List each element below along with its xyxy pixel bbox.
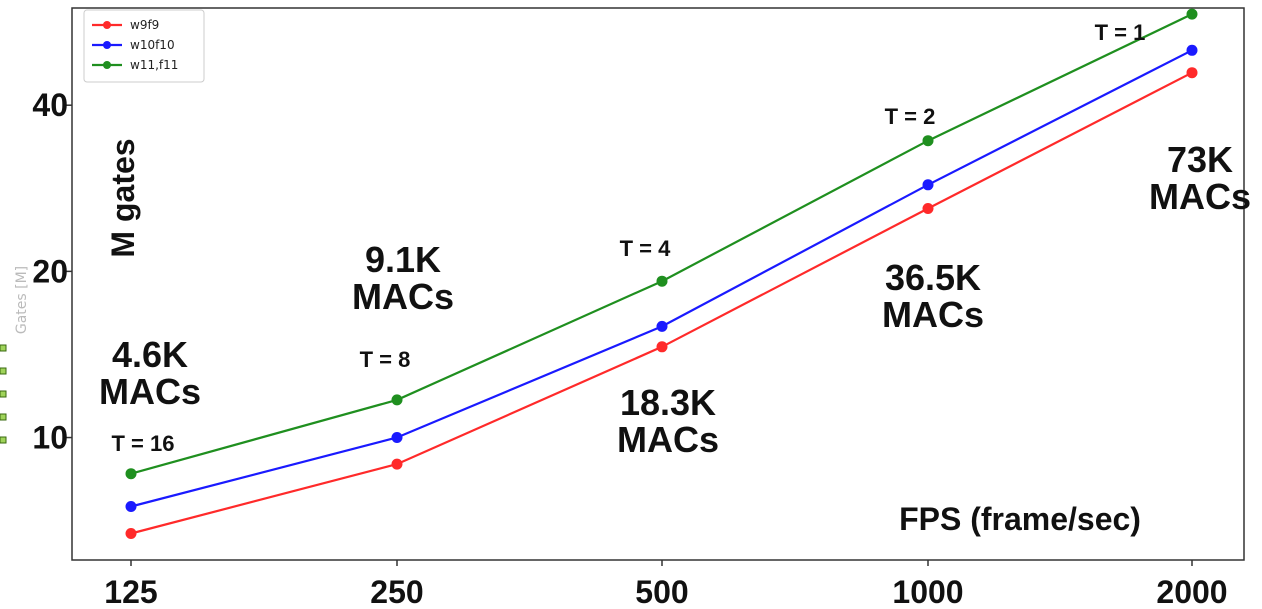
data-point [125,468,137,480]
legend-entry: w11,f11 [92,58,178,72]
data-point [922,203,934,214]
mac-label: 9.1K [365,239,441,280]
legend-label: w10f10 [130,38,175,52]
data-point [922,179,934,191]
y-tick-label: 40 [32,87,68,123]
mac-label: 18.3K [620,382,716,423]
data-point [391,432,403,443]
series-1 [125,44,1198,512]
y-axis-label: M gates [105,138,141,257]
data-point [1186,67,1198,79]
legend-entry: w10f10 [92,38,175,52]
y-tick-label: 20 [32,253,68,289]
mac-label: 73K [1167,139,1233,180]
data-point [391,394,403,406]
data-point [1186,8,1198,20]
data-point [1186,44,1198,56]
legend-label: w9f9 [130,18,159,32]
data-point [656,320,668,332]
data-point [391,458,403,470]
annotation-layer: T = 16T = 8T = 4T = 2T = 14.6KMACs9.1KMA… [99,20,1251,460]
legend-entry: w9f9 [92,18,159,32]
data-point [125,501,137,512]
mac-label: 36.5K [885,257,981,298]
x-ticks: 125 250 500 1000 2000 [104,560,1228,609]
y-axis-label-faint: Gates [M] [14,266,30,334]
x-tick-label: 250 [370,574,423,609]
x-axis-label: FPS (frame/sec) [899,501,1141,537]
legend-marker [103,41,111,49]
legend-marker [103,21,111,29]
mac-label: 4.6K [112,334,188,375]
y-tick-label: 10 [32,420,68,456]
data-point [656,341,668,353]
series-2 [125,8,1198,480]
mac-label: MACs [99,371,201,412]
legend-label: w11,f11 [130,58,178,72]
legend: w9f9 w10f10 w11,f11 [83,9,205,83]
x-tick-label: 125 [104,574,157,609]
mac-label: MACs [882,294,984,335]
plot-frame [71,7,1245,561]
t-label: T = 2 [885,104,936,129]
data-point [922,135,934,147]
series-0 [125,67,1198,539]
mac-label: MACs [352,276,454,317]
series-layer [125,8,1198,539]
left-edge-markers [0,344,7,444]
x-tick-label: 500 [635,574,688,609]
legend-marker [103,61,111,69]
t-label: T = 4 [620,236,672,261]
x-tick-label: 1000 [892,574,963,609]
mac-label: MACs [617,419,719,460]
data-point [656,275,668,287]
data-point [125,528,137,539]
y-ticks: 10 20 40 [32,87,72,456]
t-label: T = 8 [360,347,411,372]
t-label: T = 1 [1095,20,1146,45]
x-tick-label: 2000 [1156,574,1227,609]
mac-label: MACs [1149,176,1251,217]
t-label: T = 16 [112,431,175,456]
